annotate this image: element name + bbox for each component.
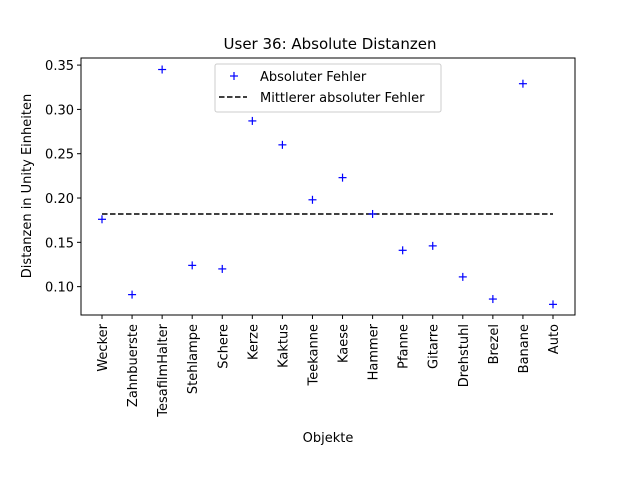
- y-tick-label: 0.30: [45, 103, 74, 118]
- point-drehstuhl: [458, 272, 467, 281]
- chart-title: User 36: Absolute Distanzen: [224, 35, 437, 53]
- legend-label-absolute-error: Absoluter Fehler: [260, 70, 367, 85]
- point-tesafilmhalter: [158, 65, 167, 74]
- point-zahnbuerste: [128, 290, 137, 299]
- x-tick-label-schere: Schere: [216, 324, 231, 369]
- x-axis-label: Objekte: [303, 431, 354, 446]
- data-points: [98, 65, 557, 309]
- point-schere: [218, 264, 227, 273]
- y-tick-label: 0.10: [45, 281, 74, 296]
- legend: Absoluter Fehler Mittlerer absoluter Feh…: [214, 63, 442, 113]
- point-wecker: [98, 215, 106, 224]
- x-tick-label-kerze: Kerze: [246, 324, 261, 360]
- y-tick-label: 0.25: [45, 148, 74, 163]
- x-tick-label-gitarre: Gitarre: [427, 324, 442, 369]
- point-kerze: [248, 116, 257, 125]
- point-kaese: [338, 173, 347, 182]
- x-tick-label-hammer: Hammer: [367, 323, 382, 380]
- x-tick-label-banane: Banane: [517, 324, 532, 373]
- x-tick-label-kaese: Kaese: [337, 324, 352, 363]
- legend-marker-absolute-error: [230, 72, 238, 80]
- point-brezel: [488, 295, 497, 304]
- x-tick-label-pfanne: Pfanne: [397, 324, 412, 369]
- point-teekanne: [308, 195, 317, 204]
- point-hammer: [368, 209, 377, 218]
- x-tick-label-auto: Auto: [547, 324, 562, 354]
- y-tick-label: 0.35: [45, 59, 74, 74]
- x-tick-label-teekanne: Teekanne: [306, 324, 321, 386]
- point-gitarre: [428, 241, 437, 250]
- plot-area: [80, 57, 576, 316]
- x-tick-label-drehstuhl: Drehstuhl: [457, 324, 472, 387]
- x-tick-label-brezel: Brezel: [487, 324, 502, 364]
- x-tick-label-wecker: Wecker: [96, 323, 111, 371]
- point-kaktus: [278, 140, 287, 149]
- point-pfanne: [398, 246, 407, 255]
- x-tick-label-kaktus: Kaktus: [276, 324, 291, 368]
- legend-frame: [214, 63, 442, 113]
- legend-label-mean-error: Mittlerer absoluter Fehler: [260, 91, 425, 106]
- x-axis: Wecker Zahnbuerste TesafilmHalter Stehlampe…: [96, 315, 562, 418]
- point-auto: [549, 300, 557, 309]
- point-stehlampe: [188, 261, 197, 270]
- y-axis-label: Distanzen in Unity Einheiten: [20, 94, 35, 278]
- y-axis: 0.10 0.15 0.20 0.25 0.30 0.35: [45, 59, 81, 296]
- y-tick-label: 0.15: [45, 236, 74, 251]
- legend-plus: [230, 72, 238, 80]
- x-tick-label-stehlampe: Stehlampe: [186, 324, 201, 394]
- point-banane: [518, 79, 527, 88]
- x-tick-label-zahnbuerste: Zahnbuerste: [126, 324, 141, 407]
- y-tick-label: 0.20: [45, 192, 74, 207]
- x-tick-label-tesafilmhalter: TesafilmHalter: [156, 323, 171, 417]
